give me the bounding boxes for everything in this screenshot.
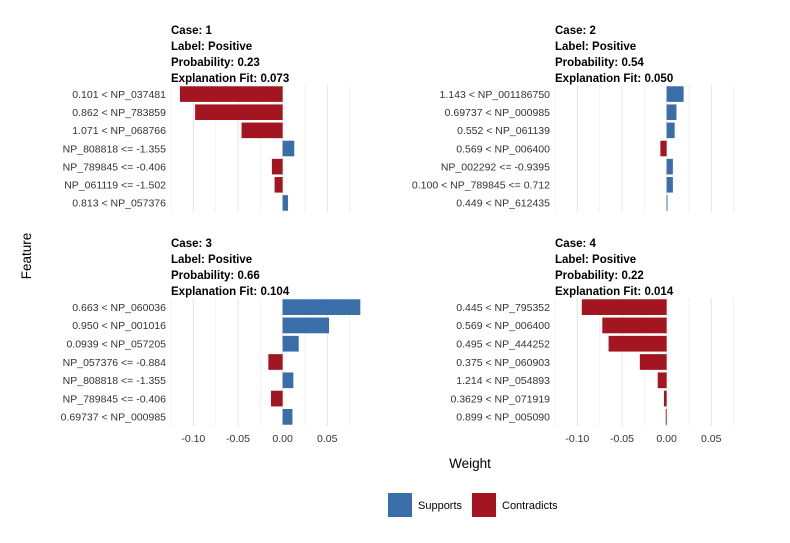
panel-title-line: Label: Positive	[171, 254, 252, 266]
feature-label: 0.375 < NP_060903	[456, 357, 550, 369]
weight-bar	[282, 299, 361, 316]
feature-label: NP_789845 <= -0.406	[63, 393, 166, 405]
feature-label: 0.3629 < NP_071919	[450, 393, 550, 405]
weight-bar	[639, 354, 667, 370]
panel-title-line: Case: 4	[555, 238, 597, 250]
weight-bar	[666, 195, 668, 211]
weight-bar	[195, 104, 283, 121]
panel-title-line: Label: Positive	[555, 41, 636, 53]
x-tick-label: -0.05	[610, 433, 634, 445]
panel-case-3: Case: 3 Label: Positive Probability: 0.66 E…	[61, 238, 361, 445]
panel-case-2: Case: 2 Label: Positive Probability: 0.54 E…	[412, 25, 735, 212]
weight-bar	[608, 335, 667, 352]
feature-label: 0.100 < NP_789845 <= 0.712	[412, 180, 550, 192]
feature-label: NP_808818 <= -1.355	[63, 375, 166, 387]
legend: Supports Contradicts	[388, 493, 558, 517]
weight-bar	[660, 140, 667, 157]
feature-label: 0.813 < NP_057376	[72, 198, 166, 210]
x-axis-title: Weight	[449, 456, 491, 471]
panel-case-1: Case: 1 Label: Positive Probability: 0.23 E…	[63, 25, 351, 212]
feature-label: 0.69737 < NP_000985	[445, 107, 551, 119]
panel-title-line: Probability: 0.22	[555, 270, 644, 282]
weight-bar	[282, 140, 295, 157]
feature-label: 1.071 < NP_068766	[72, 125, 166, 137]
x-tick-label: 0.00	[272, 433, 293, 445]
legend-label: Contradicts	[502, 500, 558, 512]
weight-bar	[602, 317, 667, 334]
weight-bar	[282, 372, 294, 389]
panel-title-line: Label: Positive	[171, 41, 252, 53]
feature-label: 0.569 < NP_006400	[456, 143, 550, 155]
weight-bar	[282, 335, 299, 352]
x-tick-label: 0.05	[701, 433, 722, 445]
feature-label: 0.495 < NP_444252	[456, 339, 550, 351]
weight-bar	[666, 158, 673, 175]
feature-label: 0.445 < NP_795352	[456, 302, 550, 314]
feature-label: NP_061119 <= -1.502	[64, 180, 166, 192]
weight-bar	[665, 408, 667, 425]
feature-label: NP_808818 <= -1.355	[63, 143, 166, 155]
panel-title-line: Case: 3	[171, 238, 212, 250]
legend-swatch	[472, 493, 496, 517]
x-tick-label: 0.00	[656, 433, 677, 445]
weight-bar	[657, 372, 667, 389]
feature-label: NP_789845 <= -0.406	[63, 161, 166, 173]
weight-bar	[179, 86, 283, 102]
weight-bar	[282, 195, 288, 211]
y-axis-title: Feature	[19, 233, 34, 280]
legend-item-contradicts: Contradicts	[472, 493, 558, 517]
weight-bar	[581, 299, 667, 316]
panel-title-line: Probability: 0.23	[171, 57, 260, 69]
feature-label: 0.0939 < NP_057205	[66, 339, 166, 351]
panel-case-4: Case: 4 Label: Positive Probability: 0.22 E…	[450, 238, 735, 445]
feature-label: 0.899 < NP_005090	[456, 412, 550, 424]
x-tick-label: 0.05	[317, 433, 338, 445]
panel-title-line: Case: 2	[555, 25, 596, 37]
x-tick-label: -0.05	[226, 433, 250, 445]
panel-title-line: Explanation Fit: 0.014	[555, 286, 674, 298]
weight-bar	[271, 158, 283, 175]
legend-label: Supports	[418, 500, 463, 512]
weight-bar	[663, 390, 667, 407]
feature-label: 0.862 < NP_783859	[72, 107, 166, 119]
feature-label: 0.449 < NP_612435	[456, 198, 550, 210]
feature-label: 0.101 < NP_037481	[72, 89, 166, 101]
panels-layer: Case: 1 Label: Positive Probability: 0.23 E…	[61, 25, 735, 445]
feature-label: NP_002292 <= -0.9395	[441, 161, 550, 173]
panel-title-line: Label: Positive	[555, 254, 636, 266]
x-tick-label: -0.10	[565, 433, 589, 445]
panel-title-line: Explanation Fit: 0.073	[171, 73, 289, 85]
feature-label: 1.214 < NP_054893	[456, 375, 550, 387]
weight-bar	[666, 104, 677, 121]
panel-title-line: Explanation Fit: 0.104	[171, 286, 290, 298]
weight-bar	[282, 317, 330, 334]
panel-title-line: Case: 1	[171, 25, 213, 37]
feature-label: 0.569 < NP_006400	[456, 320, 550, 332]
feature-label: 0.69737 < NP_000985	[61, 412, 167, 424]
panel-title-line: Probability: 0.66	[171, 270, 260, 282]
weight-bar	[282, 408, 293, 425]
panel-title-line: Probability: 0.54	[555, 57, 644, 69]
legend-swatch	[388, 493, 412, 517]
weight-bar	[271, 390, 283, 407]
weight-bar	[268, 354, 283, 370]
feature-label: 1.143 < NP_001186750	[440, 89, 551, 101]
feature-label: 0.552 < NP_061139	[457, 125, 550, 137]
feature-label: NP_057376 <= -0.884	[63, 357, 166, 369]
weight-bar	[274, 176, 283, 193]
feature-label: 0.950 < NP_001016	[72, 320, 166, 332]
legend-item-supports: Supports	[388, 493, 463, 517]
panel-title-line: Explanation Fit: 0.050	[555, 73, 673, 85]
weight-bar	[666, 176, 673, 193]
weight-bar	[666, 122, 675, 139]
x-tick-label: -0.10	[181, 433, 205, 445]
feature-label: 0.663 < NP_060036	[72, 302, 166, 314]
weight-bar	[241, 122, 283, 139]
weight-bar	[666, 86, 684, 102]
